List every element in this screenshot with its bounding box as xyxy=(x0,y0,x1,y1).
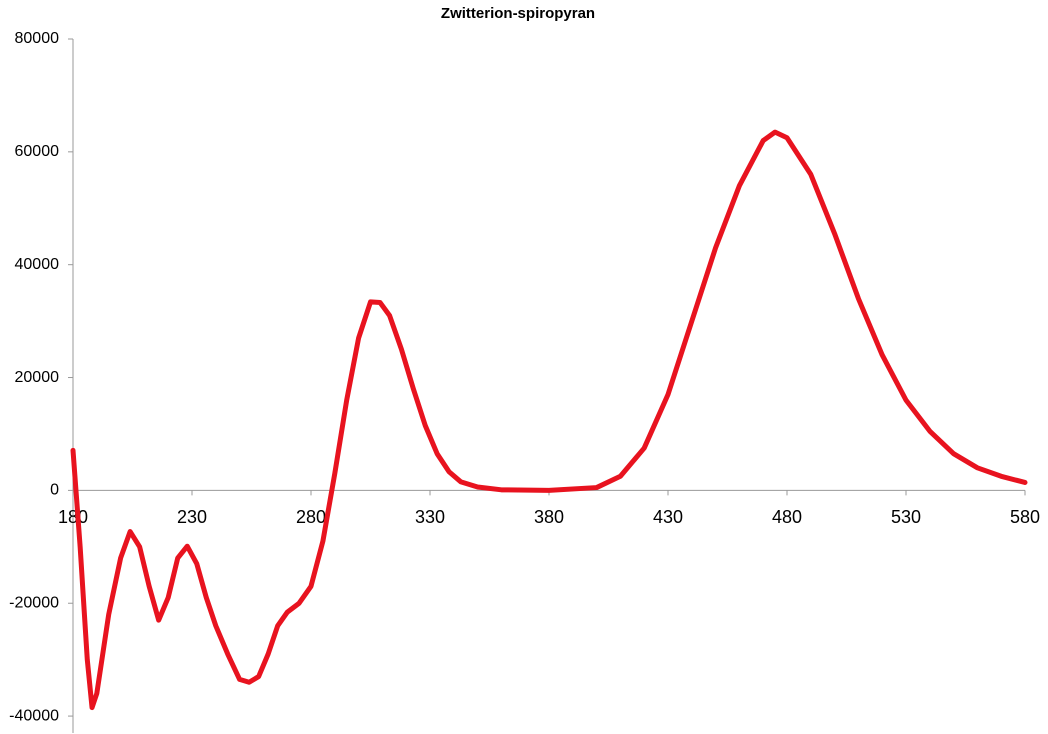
x-tick-label: 180 xyxy=(58,507,88,527)
y-tick-label: 40000 xyxy=(15,256,60,273)
x-tick-label: 380 xyxy=(534,507,564,527)
data-line xyxy=(70,129,1028,711)
x-tick-label: 580 xyxy=(1010,507,1040,527)
x-tick-label: 430 xyxy=(653,507,683,527)
x-tick-label: 330 xyxy=(415,507,445,527)
x-tick-label: 280 xyxy=(296,507,326,527)
y-tick-label: -40000 xyxy=(9,707,59,724)
y-tick-label: 0 xyxy=(50,482,59,499)
x-tick-label: 230 xyxy=(177,507,207,527)
y-tick-label: 20000 xyxy=(15,369,60,386)
x-tick-label: 480 xyxy=(772,507,802,527)
x-tick-label: 530 xyxy=(891,507,921,527)
y-tick-label: -20000 xyxy=(9,594,59,611)
chart-title: Zwitterion-spiropyran xyxy=(441,5,595,22)
y-tick-label: 80000 xyxy=(15,30,60,47)
y-tick-label: 60000 xyxy=(15,143,60,160)
